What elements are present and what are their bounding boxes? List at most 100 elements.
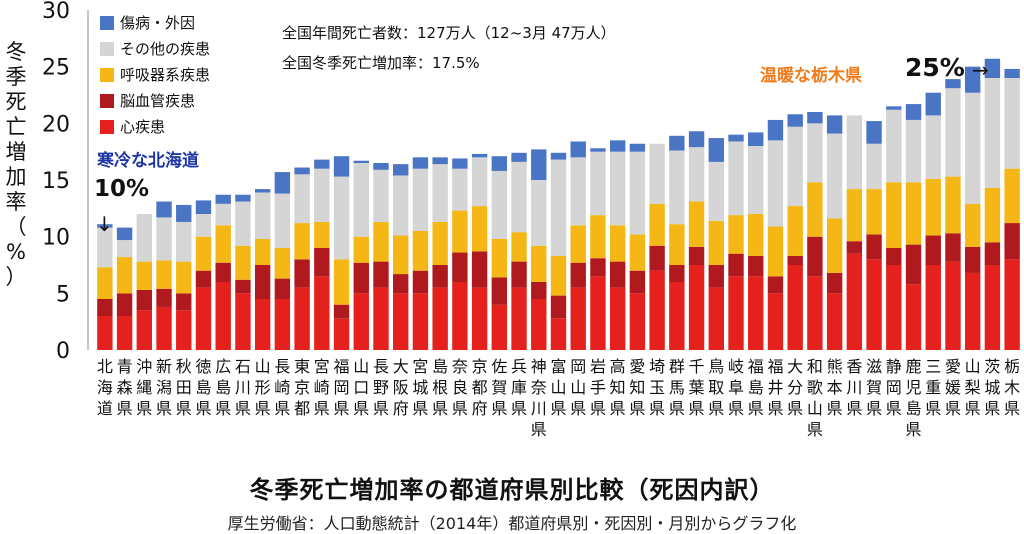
bar-segment-傷病・外因 [669, 135, 685, 151]
category-label: 秋田県 [176, 357, 192, 418]
category-label: 岡山県 [570, 357, 586, 418]
category-label: 栃木県 [1004, 357, 1020, 418]
category-label: 香川県 [846, 357, 862, 418]
bar-segment-呼吸器系疾患 [491, 238, 508, 278]
bar-segment-脳血管疾患 [314, 248, 330, 277]
bar-segment-傷病・外因 [156, 201, 172, 218]
bar-segment-傷病・外因 [491, 156, 508, 171]
bar-segment-呼吸器系疾患 [116, 257, 133, 294]
bar-segment-その他の疾患 [432, 164, 448, 222]
bar-segment-脳血管疾患 [649, 245, 665, 271]
bar-segment-脳血管疾患 [471, 251, 488, 288]
category-label: 青森県 [117, 357, 133, 418]
bar-segment-脳血管疾患 [728, 253, 744, 277]
category-label: 和歌山県 [807, 357, 823, 439]
y-axis-title-char: 加 [5, 165, 27, 189]
bar-segment-心疾患 [254, 299, 271, 350]
bar-segment-脳血管疾患 [826, 272, 843, 294]
bar-segment-呼吸器系疾患 [333, 259, 350, 305]
bar-segment-脳血管疾患 [570, 262, 586, 288]
bar-segment-その他の疾患 [964, 92, 981, 204]
category-label: 富山県 [550, 357, 566, 418]
bar-segment-呼吸器系疾患 [748, 214, 764, 256]
bar-segment-心疾患 [905, 284, 922, 350]
bar-segment-その他の疾患 [294, 174, 310, 224]
y-axis-title-char: 死 [5, 90, 27, 114]
bar-segment-傷病・外因 [728, 134, 744, 142]
bar-segment-その他の疾患 [373, 169, 389, 222]
bar-segment-心疾患 [748, 276, 764, 350]
bar-segment-傷病・外因 [866, 121, 882, 144]
bar-segment-その他の疾患 [254, 192, 271, 239]
bar-segment-その他の疾患 [708, 161, 724, 221]
bar-segment-脳血管疾患 [254, 265, 271, 299]
category-label: 鳥取県 [708, 357, 724, 418]
bar-segment-脳血管疾患 [925, 235, 941, 265]
bar-segment-傷病・外因 [886, 106, 902, 110]
chart-source: 厚生労働省：人口動態統計（2014年）都道府県別・死因別・月別からグラフ化 [227, 514, 797, 533]
bar-segment-その他の疾患 [688, 147, 705, 202]
y-axis-title-char: ） [5, 265, 27, 289]
legend: 傷病・外因 その他の疾患 呼吸器系疾患 脳血管疾患 心疾患 [100, 10, 210, 140]
category-label: 徳島県 [195, 357, 211, 418]
category-label: 三重県 [925, 357, 941, 418]
y-tick-label: 25 [42, 56, 70, 81]
bar-segment-心疾患 [629, 293, 646, 350]
bar-segment-呼吸器系疾患 [176, 261, 192, 294]
legend-swatch [100, 68, 114, 82]
bar-segment-心疾患 [274, 299, 291, 350]
bar-segment-心疾患 [708, 287, 724, 350]
bar-segment-傷病・外因 [412, 157, 429, 169]
bar-segment-心疾患 [945, 261, 961, 350]
category-label: 奈良県 [452, 357, 468, 418]
bar-segment-心疾患 [846, 253, 863, 350]
bar-segment-呼吸器系疾患 [195, 236, 212, 271]
bar-segment-傷病・外因 [373, 163, 389, 170]
bar-segment-その他の疾患 [984, 78, 1001, 188]
bar-segment-傷病・外因 [195, 200, 212, 214]
category-label: 愛媛県 [945, 357, 961, 418]
bar-segment-その他の疾患 [531, 180, 547, 246]
bar-segment-脳血管疾患 [669, 265, 685, 282]
category-label: 兵庫県 [511, 357, 527, 418]
bar-segment-脳血管疾患 [609, 261, 626, 288]
bar-segment-心疾患 [97, 316, 113, 350]
bar-segment-心疾患 [787, 265, 803, 350]
bar-segment-呼吸器系疾患 [570, 225, 586, 263]
category-label: 東京都 [294, 357, 310, 418]
bar-segment-傷病・外因 [393, 164, 409, 176]
bar-segment-脳血管疾患 [274, 278, 291, 299]
bar-segment-傷病・外因 [925, 92, 941, 116]
legend-swatch [100, 120, 114, 134]
bar-segment-脳血管疾患 [333, 304, 350, 319]
bar-segment-呼吸器系疾患 [432, 221, 448, 265]
warm-annotation-label: 温暖な栃木県 [760, 66, 862, 86]
bar-segment-傷病・外因 [511, 152, 527, 162]
bar-segment-心疾患 [728, 276, 744, 350]
bar-segment-その他の疾患 [393, 175, 409, 236]
bar-segment-傷病・外因 [274, 172, 291, 194]
bar-segment-傷病・外因 [1004, 68, 1020, 78]
bar-segment-傷病・外因 [353, 160, 369, 163]
bar-segment-その他の疾患 [314, 168, 330, 222]
bar-segment-心疾患 [393, 293, 409, 350]
bar-segment-心疾患 [925, 265, 941, 350]
category-label: 滋賀県 [866, 357, 882, 418]
category-label: 愛知県 [629, 357, 645, 418]
bar-segment-脳血管疾患 [432, 265, 448, 288]
bar-segment-傷病・外因 [590, 148, 606, 152]
bar-segment-その他の疾患 [905, 119, 922, 183]
category-label: 熊本県 [827, 357, 843, 418]
bar-segment-脳血管疾患 [846, 241, 863, 254]
national-rate-text: 全国冬季死亡増加率：17.5% [282, 54, 480, 72]
bar-segment-その他の疾患 [97, 227, 113, 268]
bar-segment-その他の疾患 [629, 151, 646, 235]
bar-segment-その他の疾患 [215, 203, 231, 226]
y-axis-title-char: 率 [5, 190, 27, 214]
category-label: 埼玉県 [649, 357, 665, 418]
bar-segment-心疾患 [511, 287, 527, 350]
bar-segment-その他の疾患 [846, 115, 863, 190]
bar-segment-傷病・外因 [984, 58, 1001, 78]
bar-segment-その他の疾患 [471, 157, 488, 207]
